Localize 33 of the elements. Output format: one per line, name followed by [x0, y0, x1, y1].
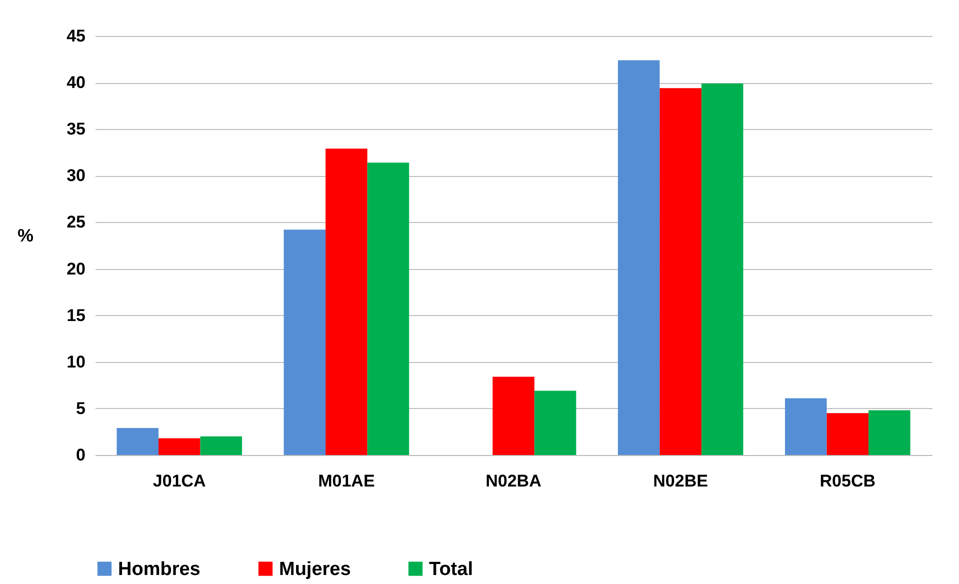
bar — [660, 88, 702, 455]
y-tick-label: 30 — [66, 166, 86, 186]
bar — [784, 398, 827, 455]
bar — [868, 410, 910, 455]
x-tick-label: J01CA — [152, 472, 206, 490]
bar — [284, 230, 326, 455]
y-tick-label: 40 — [66, 73, 86, 92]
y-tick-label: 25 — [66, 212, 86, 232]
x-tick-label: M01AE — [318, 472, 375, 490]
x-tick-label: N02BE — [653, 472, 708, 490]
y-tick-label: 15 — [66, 306, 86, 325]
bar — [326, 148, 368, 455]
bar — [701, 83, 744, 455]
y-tick-label: 35 — [66, 120, 86, 139]
legend-label: Mujeres — [279, 558, 351, 580]
y-axis-title: % — [17, 226, 34, 246]
legend-label: Total — [429, 558, 473, 580]
y-tick-label: 0 — [76, 446, 86, 464]
y-tick-label: 10 — [66, 352, 86, 372]
bar — [158, 438, 200, 455]
legend-label: Hombres — [118, 558, 200, 580]
bar — [200, 436, 242, 455]
bar — [826, 413, 869, 455]
bar — [116, 428, 158, 455]
bar — [618, 60, 660, 455]
bar — [534, 390, 576, 455]
x-tick-label: R05CB — [820, 472, 876, 490]
y-tick-label: 20 — [66, 259, 86, 278]
y-tick-label: 5 — [76, 398, 86, 418]
bar — [492, 376, 534, 455]
y-tick-label: 45 — [66, 26, 86, 46]
bar — [367, 162, 410, 455]
x-tick-label: N02BA — [486, 472, 542, 490]
